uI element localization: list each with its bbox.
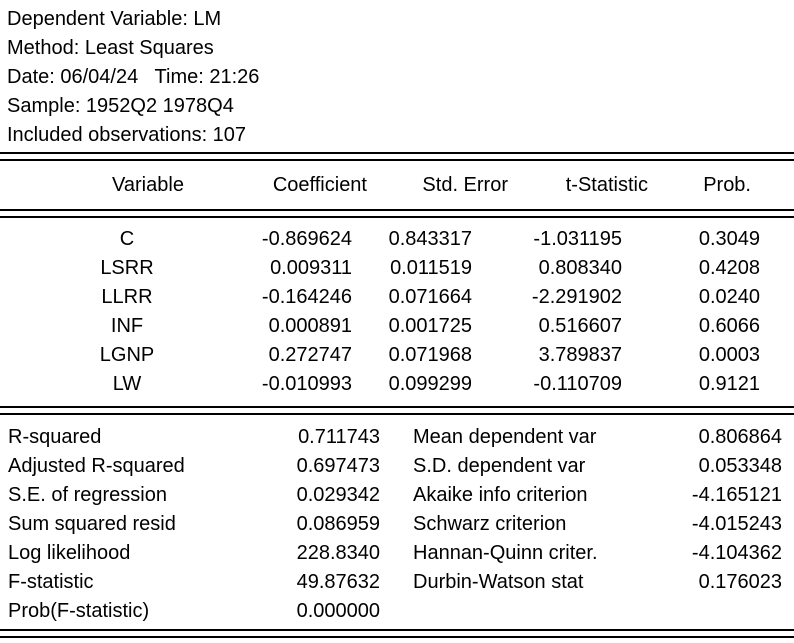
- coefficient-value: -0.869624: [261, 228, 352, 250]
- equation-header: Dependent Variable: LM Method: Least Squ…: [0, 0, 794, 150]
- std-error-value: 0.843317: [388, 228, 472, 250]
- method-line: Method: Least Squares: [7, 37, 214, 59]
- t-statistic-value: -1.031195: [533, 228, 622, 250]
- coefficient-value: -0.010993: [261, 373, 352, 395]
- col-header-t-statistic: t-Statistic: [565, 173, 648, 196]
- summary-label: R-squared: [8, 426, 102, 448]
- prob-value: 0.0240: [698, 286, 760, 308]
- prob-value: 0.6066: [698, 315, 760, 337]
- summary-label: Prob(F-statistic): [8, 600, 150, 622]
- rule-bottom: [0, 629, 794, 638]
- std-error-value: 0.099299: [388, 373, 472, 395]
- summary-value: -4.104362: [691, 542, 782, 564]
- t-statistic-value: -2.291902: [531, 286, 622, 308]
- rule-under-coefficients: [0, 406, 794, 415]
- summary-label: S.D. dependent var: [413, 455, 586, 477]
- coefficient-value: 0.272747: [268, 344, 352, 366]
- t-statistic-value: -0.110709: [533, 373, 622, 395]
- col-header-coefficient: Coefficient: [272, 173, 367, 196]
- coefficient-value: 0.000891: [268, 315, 352, 337]
- variable-name: LLRR: [101, 286, 153, 308]
- coef-table-header: Variable Coefficient Std. Error t-Statis…: [0, 161, 794, 209]
- std-error-value: 0.071968: [388, 344, 472, 366]
- summary-label: Mean dependent var: [413, 426, 597, 448]
- sample-line: Sample: 1952Q2 1978Q4: [7, 95, 234, 117]
- summary-label: Adjusted R-squared: [8, 455, 185, 477]
- prob-value: 0.3049: [698, 228, 760, 250]
- summary-label: Schwarz criterion: [413, 513, 567, 535]
- prob-value: 0.9121: [698, 373, 760, 395]
- summary-value: -4.015243: [691, 513, 782, 535]
- col-header-prob: Prob.: [703, 173, 751, 196]
- summary-value: 0.697473: [296, 455, 380, 477]
- summary-stats: R-squared 0.711743 Mean dependent var 0.…: [0, 415, 794, 629]
- rule-top: [0, 152, 794, 161]
- summary-value: 0.176023: [698, 571, 782, 593]
- variable-name: C: [119, 228, 135, 250]
- summary-value: 49.87632: [296, 571, 380, 593]
- summary-value-empty: [613, 597, 782, 626]
- summary-value: 0.806864: [698, 426, 782, 448]
- prob-value: 0.0003: [698, 344, 760, 366]
- summary-value: 0.711743: [298, 426, 380, 448]
- summary-value: 228.8340: [296, 542, 380, 564]
- col-header-variable: Variable: [112, 173, 184, 196]
- variable-name: LSRR: [100, 257, 154, 279]
- summary-label: Sum squared resid: [8, 513, 176, 535]
- dependent-variable-line: Dependent Variable: LM: [7, 8, 222, 30]
- summary-value: 0.053348: [698, 455, 782, 477]
- observations-line: Included observations: 107: [7, 124, 247, 146]
- t-statistic-value: 0.808340: [538, 257, 622, 279]
- summary-label: Log likelihood: [8, 542, 131, 564]
- t-statistic-value: 3.789837: [538, 344, 622, 366]
- prob-value: 0.4208: [698, 257, 760, 279]
- summary-label: Durbin-Watson stat: [413, 571, 584, 593]
- variable-name: LGNP: [99, 344, 155, 366]
- std-error-value: 0.071664: [388, 286, 472, 308]
- rule-under-header: [0, 209, 794, 218]
- summary-label: Akaike info criterion: [413, 484, 588, 506]
- summary-value: 0.086959: [296, 513, 380, 535]
- coefficient-value: 0.009311: [270, 257, 352, 279]
- summary-label: Hannan-Quinn criter.: [413, 542, 598, 564]
- date-time-line: Date: 06/04/24 Time: 21:26: [7, 66, 260, 88]
- summary-label-empty: [380, 597, 613, 626]
- summary-value: 0.029342: [296, 484, 380, 506]
- summary-value: 0.000000: [296, 600, 380, 622]
- summary-label: S.E. of regression: [8, 484, 167, 506]
- summary-value: -4.165121: [691, 484, 782, 506]
- coefficient-value: -0.164246: [261, 286, 352, 308]
- summary-label: F-statistic: [8, 571, 94, 593]
- col-header-std-error: Std. Error: [422, 173, 508, 196]
- std-error-value: 0.011519: [390, 257, 472, 279]
- variable-name: LW: [112, 373, 142, 395]
- coef-table-body: C -0.869624 0.843317 -1.031195 0.3049 LS…: [0, 218, 794, 406]
- std-error-value: 0.001725: [388, 315, 472, 337]
- t-statistic-value: 0.516607: [538, 315, 622, 337]
- variable-name: INF: [110, 315, 144, 337]
